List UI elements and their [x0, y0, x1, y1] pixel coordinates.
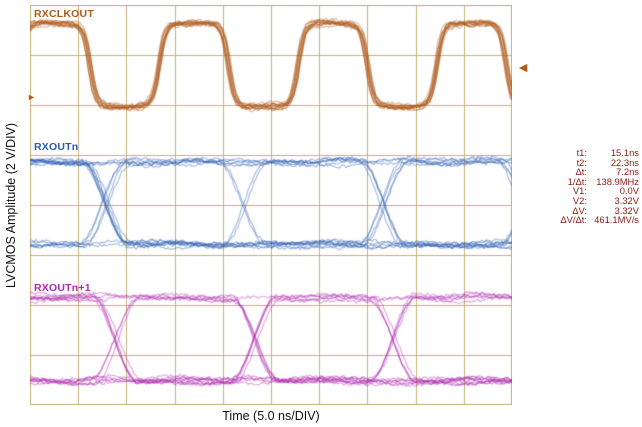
- trace-label-rxoutn1: RXOUTn+1: [34, 282, 91, 294]
- channel-level-marker-icon: ►: [27, 92, 36, 102]
- measurement-label: t2:: [576, 156, 587, 168]
- scope-graticule: RXCLKOUT RXOUTn RXOUTn+1 ► ◄: [27, 5, 530, 405]
- measurement-value: 15.1ns: [610, 147, 639, 158]
- cursor-arrow-icon: ◄: [516, 59, 530, 75]
- measurement-value: 3.32V: [614, 204, 640, 216]
- measurement-value: 22.3ns: [610, 156, 639, 168]
- trace-label-rxclkout: RXCLKOUT: [34, 8, 94, 20]
- measurement-row-v2: V2: 3.32V: [541, 196, 639, 206]
- measurement-readout: t1: 15.1ns t2: 22.3ns Δt: 7.2ns 1/Δt: 13…: [541, 148, 639, 225]
- measurement-row-dv-dt: ΔV/Δt: 461.1MV/s: [541, 215, 639, 225]
- measurement-row-dv: ΔV: 3.32V: [541, 204, 640, 216]
- y-axis-label: LVCMOS Amplitude (2 V/DIV): [4, 122, 18, 288]
- measurement-label: V2:: [572, 194, 587, 206]
- measurement-value: 138.9MHz: [596, 175, 639, 187]
- trace-label-rxoutn: RXOUTn: [34, 141, 79, 153]
- x-axis-label: Time (5.0 ns/DIV): [222, 409, 320, 423]
- measurement-label: ΔV/Δt:: [560, 214, 587, 226]
- measurement-row-v1: V1: 0.0V: [541, 186, 639, 196]
- measurement-row-dt: Δt: 7.2ns: [541, 167, 639, 177]
- waveform-canvas: [30, 5, 512, 405]
- measurement-label: ΔV:: [572, 204, 587, 216]
- measurement-row-inv-dt: 1/Δt: 138.9MHz: [541, 177, 639, 187]
- measurement-row-t2: t2: 22.3ns: [541, 156, 639, 168]
- measurement-row-t1: t1: 15.1ns: [541, 148, 639, 158]
- measurement-value: 7.2ns: [616, 166, 639, 178]
- measurement-label: Δt:: [575, 166, 587, 178]
- measurement-label: 1/Δt:: [567, 175, 587, 187]
- measurement-value: 0.0V: [619, 185, 639, 197]
- measurement-value: 3.32V: [614, 194, 640, 206]
- measurement-value: 461.1MV/s: [594, 214, 639, 226]
- measurement-label: t1:: [576, 147, 587, 158]
- measurement-label: V1:: [572, 185, 587, 197]
